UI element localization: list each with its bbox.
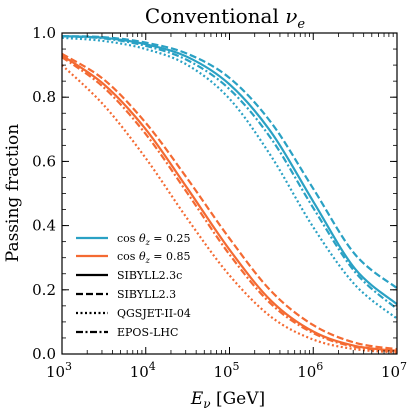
- legend-label-cos-0-25: cos θz = 0.25: [117, 232, 190, 247]
- y-tick-label: 0.0: [32, 345, 56, 363]
- series-line-sibyll2-3c-cos-0-85: [61, 54, 398, 352]
- legend-label-sibyll23: SIBYLL2.3: [117, 288, 176, 301]
- legend-label-cos-0-85: cos θz = 0.85: [117, 250, 190, 265]
- x-tick-label: 106: [297, 360, 323, 381]
- y-tick-label: 0.2: [32, 281, 56, 299]
- series-line-epos-lhc-cos-0-85: [61, 56, 398, 353]
- series-line-sibyll2-3-cos-0-85: [61, 52, 398, 351]
- series-line-epos-lhc-cos-0-25: [61, 35, 398, 310]
- series-line-qgsjet-ii-04-cos-0-25: [61, 36, 398, 320]
- y-tick-label: 1.0: [32, 24, 56, 42]
- plot-frame: [61, 32, 398, 355]
- series-line-qgsjet-ii-04-cos-0-85: [61, 64, 398, 354]
- legend-label-qgsjet: QGSJET-II-04: [117, 307, 191, 320]
- legend-label-epos-lhc: EPOS-LHC: [117, 326, 178, 339]
- y-tick-label: 0.6: [32, 152, 56, 170]
- legend-label-sibyll23c: SIBYLL2.3c: [117, 269, 182, 282]
- chart-title: Conventional νe: [145, 4, 305, 32]
- y-tick-label: 0.8: [32, 88, 56, 106]
- x-tick-label: 103: [46, 360, 72, 381]
- x-tick-label: 104: [130, 360, 156, 381]
- ticks-layer: 103 104 105 106 107 0.0 0.2 0.4 0.6 0.8 1.0: [32, 24, 407, 381]
- y-tick-label: 0.4: [32, 217, 56, 235]
- x-tick-label: 107: [381, 360, 407, 381]
- x-axis-label: Eν [GeV]: [190, 389, 265, 411]
- series-layer: [61, 35, 398, 354]
- legend: cos θz = 0.25 cos θz = 0.85 SIBYLL2.3c S…: [76, 232, 191, 339]
- x-tick-label: 105: [213, 360, 239, 381]
- y-axis-label: Passing fraction: [3, 124, 23, 263]
- series-line-sibyll2-3-cos-0-25: [61, 35, 398, 290]
